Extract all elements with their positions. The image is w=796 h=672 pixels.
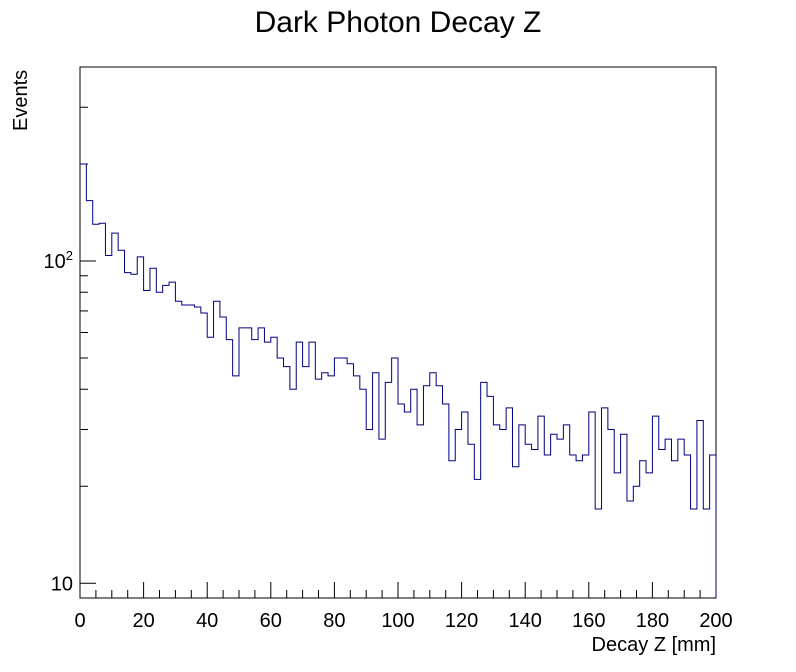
- y-tick-label: 10: [51, 573, 73, 595]
- x-tick-label: 0: [74, 610, 85, 632]
- x-tick-label: 40: [196, 610, 218, 632]
- x-tick-label: 20: [132, 610, 154, 632]
- x-axis: 0 20 40 60 80 100 120 140 160 180 200: [74, 582, 733, 632]
- x-axis-title: Decay Z [mm]: [592, 634, 716, 656]
- x-tick-label: 120: [445, 610, 478, 632]
- x-tick-label: 200: [699, 610, 732, 632]
- x-tick-label: 180: [636, 610, 669, 632]
- x-tick-label: 160: [572, 610, 605, 632]
- x-tick-label: 60: [260, 610, 282, 632]
- chart-title: Dark Photon Decay Z: [255, 6, 542, 39]
- y-axis: 10 102: [44, 66, 96, 599]
- x-tick-label: 100: [381, 610, 414, 632]
- plot-frame: [79, 66, 717, 599]
- histogram-series: [80, 163, 717, 598]
- y-axis-title: Events: [10, 70, 32, 131]
- histogram-line: [80, 163, 717, 598]
- y-tick-label: 102: [44, 248, 73, 273]
- x-tick-label: 140: [509, 610, 542, 632]
- x-tick-label: 80: [323, 610, 345, 632]
